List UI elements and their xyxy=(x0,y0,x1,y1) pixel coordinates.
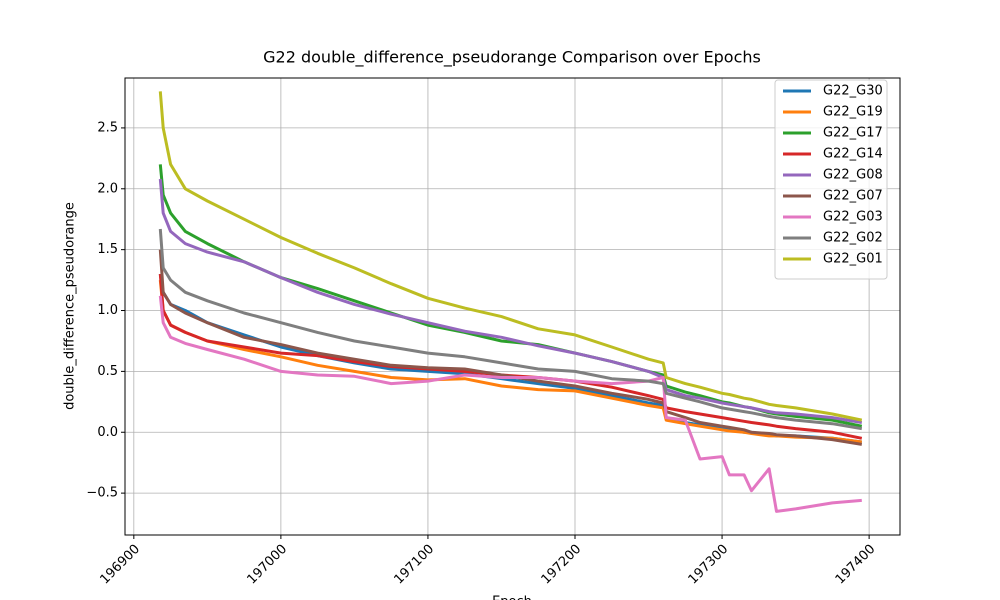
x-axis-label: Epoch xyxy=(492,595,532,600)
series-line xyxy=(158,295,862,513)
y-tick-label: 2.5 xyxy=(97,120,118,135)
y-axis-label: double_difference_pseudorange xyxy=(63,202,78,410)
legend-label: G22_G03 xyxy=(823,210,883,225)
legend-label: G22_G01 xyxy=(823,252,883,267)
y-tick-label: 2.0 xyxy=(97,181,118,196)
y-tick-label: 1.5 xyxy=(97,242,118,257)
legend-box xyxy=(774,79,888,280)
lines xyxy=(158,91,863,513)
y-tick-label: 0.5 xyxy=(97,364,118,379)
legend-label: G22_G08 xyxy=(823,168,883,183)
series-line xyxy=(158,91,863,422)
legend-label: G22_G07 xyxy=(823,189,883,204)
series-line xyxy=(158,249,863,446)
plot-frame xyxy=(124,77,901,536)
series-line xyxy=(158,273,863,440)
grid xyxy=(125,78,900,535)
chart-title: G22 double_difference_pseudorange Compar… xyxy=(263,48,761,68)
y-tick-label: 0.0 xyxy=(97,425,118,440)
legend: G22_G30 G22_G19 G22_G17 G22_G14 G22_G08 G22_G… xyxy=(774,79,888,280)
legend-label: G22_G30 xyxy=(823,84,883,99)
series-line xyxy=(158,228,863,431)
legend-label: G22_G14 xyxy=(823,147,883,162)
legend-label: G22_G19 xyxy=(823,105,883,120)
y-tick-label: 1.0 xyxy=(97,303,118,318)
series-line xyxy=(158,178,863,424)
y-tick-label: −0.5 xyxy=(86,486,118,501)
legend-label: G22_G17 xyxy=(823,126,883,141)
legend-label: G22_G02 xyxy=(823,231,883,246)
